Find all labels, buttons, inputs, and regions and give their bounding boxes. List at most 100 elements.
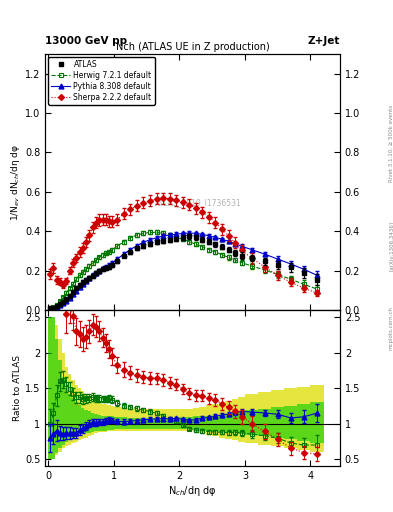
Sherpa 2.2.2 default [48,271,53,277]
Pythia 8.308 default [200,231,205,238]
Pythia 8.308 default [207,232,211,239]
ATLAS [128,248,133,254]
ATLAS [288,264,293,270]
ATLAS [226,246,231,252]
Pythia 8.308 default [121,251,126,257]
Legend: ATLAS, Herwig 7.2.1 default, Pythia 8.308 default, Sherpa 2.2.2 default: ATLAS, Herwig 7.2.1 default, Pythia 8.30… [48,57,154,104]
Herwig 7.2.1 default [134,232,139,238]
Pythia 8.308 default [193,230,198,237]
Herwig 7.2.1 default [97,254,101,261]
Bar [232,399,239,440]
Bar [245,394,258,443]
Line: ATLAS: ATLAS [48,234,320,311]
Line: Pythia 8.308 default: Pythia 8.308 default [48,230,320,311]
Herwig 7.2.1 default [315,286,320,292]
Sherpa 2.2.2 default [61,282,66,288]
Bar [68,394,72,440]
Text: [arXiv:1306.3436]: [arXiv:1306.3436] [389,221,393,271]
Line: Herwig 7.2.1 default: Herwig 7.2.1 default [48,230,320,311]
Herwig 7.2.1 default [61,294,66,300]
Bar [107,405,111,431]
Bar [245,410,258,435]
ATLAS [134,245,139,251]
Pythia 8.308 default [115,256,119,262]
Herwig 7.2.1 default [141,230,146,237]
Sherpa 2.2.2 default [233,240,237,246]
Bar [52,317,55,459]
Pythia 8.308 default [226,238,231,244]
ATLAS [115,258,119,264]
Bar [111,406,114,431]
Bar [121,417,127,429]
Herwig 7.2.1 default [207,246,211,252]
Line: Sherpa 2.2.2 default: Sherpa 2.2.2 default [48,196,319,295]
Bar [239,397,245,442]
Sherpa 2.2.2 default [81,245,85,251]
Pythia 8.308 default [71,291,75,297]
Bar [298,403,310,441]
Sherpa 2.2.2 default [288,279,293,285]
Text: mcplots.cern.ch: mcplots.cern.ch [389,306,393,350]
ATLAS [200,237,205,243]
Bar [225,401,232,439]
Bar [114,407,121,431]
ATLAS [84,276,88,283]
Bar [62,377,65,445]
Text: 13000 GeV pp: 13000 GeV pp [45,36,127,46]
Pythia 8.308 default [48,306,53,312]
Bar [114,417,121,429]
ATLAS [220,244,224,250]
Bar [193,408,199,432]
ATLAS [57,302,62,308]
ATLAS [110,262,115,268]
ATLAS [81,279,85,285]
Bar [219,414,225,432]
Pythia 8.308 default [74,288,79,294]
Herwig 7.2.1 default [51,304,56,310]
Bar [271,407,284,438]
X-axis label: N$_{ch}$/dη dφ: N$_{ch}$/dη dφ [168,483,217,498]
Bar [101,416,104,431]
Herwig 7.2.1 default [128,234,133,241]
Herwig 7.2.1 default [94,257,98,263]
Sherpa 2.2.2 default [301,285,306,291]
Pythia 8.308 default [54,304,59,310]
Text: Rivet 3.1.10, ≥ 500k events: Rivet 3.1.10, ≥ 500k events [389,105,393,182]
Sherpa 2.2.2 default [51,265,56,271]
Bar [84,394,88,438]
ATLAS [187,233,192,240]
Pythia 8.308 default [141,239,146,245]
Bar [88,397,91,436]
Bar [127,418,134,429]
Pythia 8.308 default [233,241,237,247]
Bar [134,418,140,429]
Sherpa 2.2.2 default [161,195,165,201]
Bar [55,325,58,455]
ATLAS [87,275,92,281]
Sherpa 2.2.2 default [68,268,72,274]
Bar [153,410,160,431]
Sherpa 2.2.2 default [141,200,146,206]
Bar [91,413,94,432]
Sherpa 2.2.2 default [275,272,280,279]
Herwig 7.2.1 default [167,232,172,238]
Bar [48,317,52,459]
Herwig 7.2.1 default [107,248,112,254]
Herwig 7.2.1 default [200,244,205,250]
Sherpa 2.2.2 default [213,220,218,226]
ATLAS [161,238,165,244]
Pythia 8.308 default [288,261,293,267]
Pythia 8.308 default [220,236,224,242]
Bar [104,416,107,431]
Bar [310,385,323,452]
Herwig 7.2.1 default [213,249,218,255]
Text: ATLAS_2019_I1736531: ATLAS_2019_I1736531 [155,198,242,207]
Bar [48,317,52,459]
Pythia 8.308 default [239,243,244,249]
Pythia 8.308 default [148,237,152,243]
Bar [75,402,78,437]
Sherpa 2.2.2 default [174,197,178,203]
Herwig 7.2.1 default [103,250,108,256]
Bar [153,418,160,429]
Bar [180,410,186,431]
